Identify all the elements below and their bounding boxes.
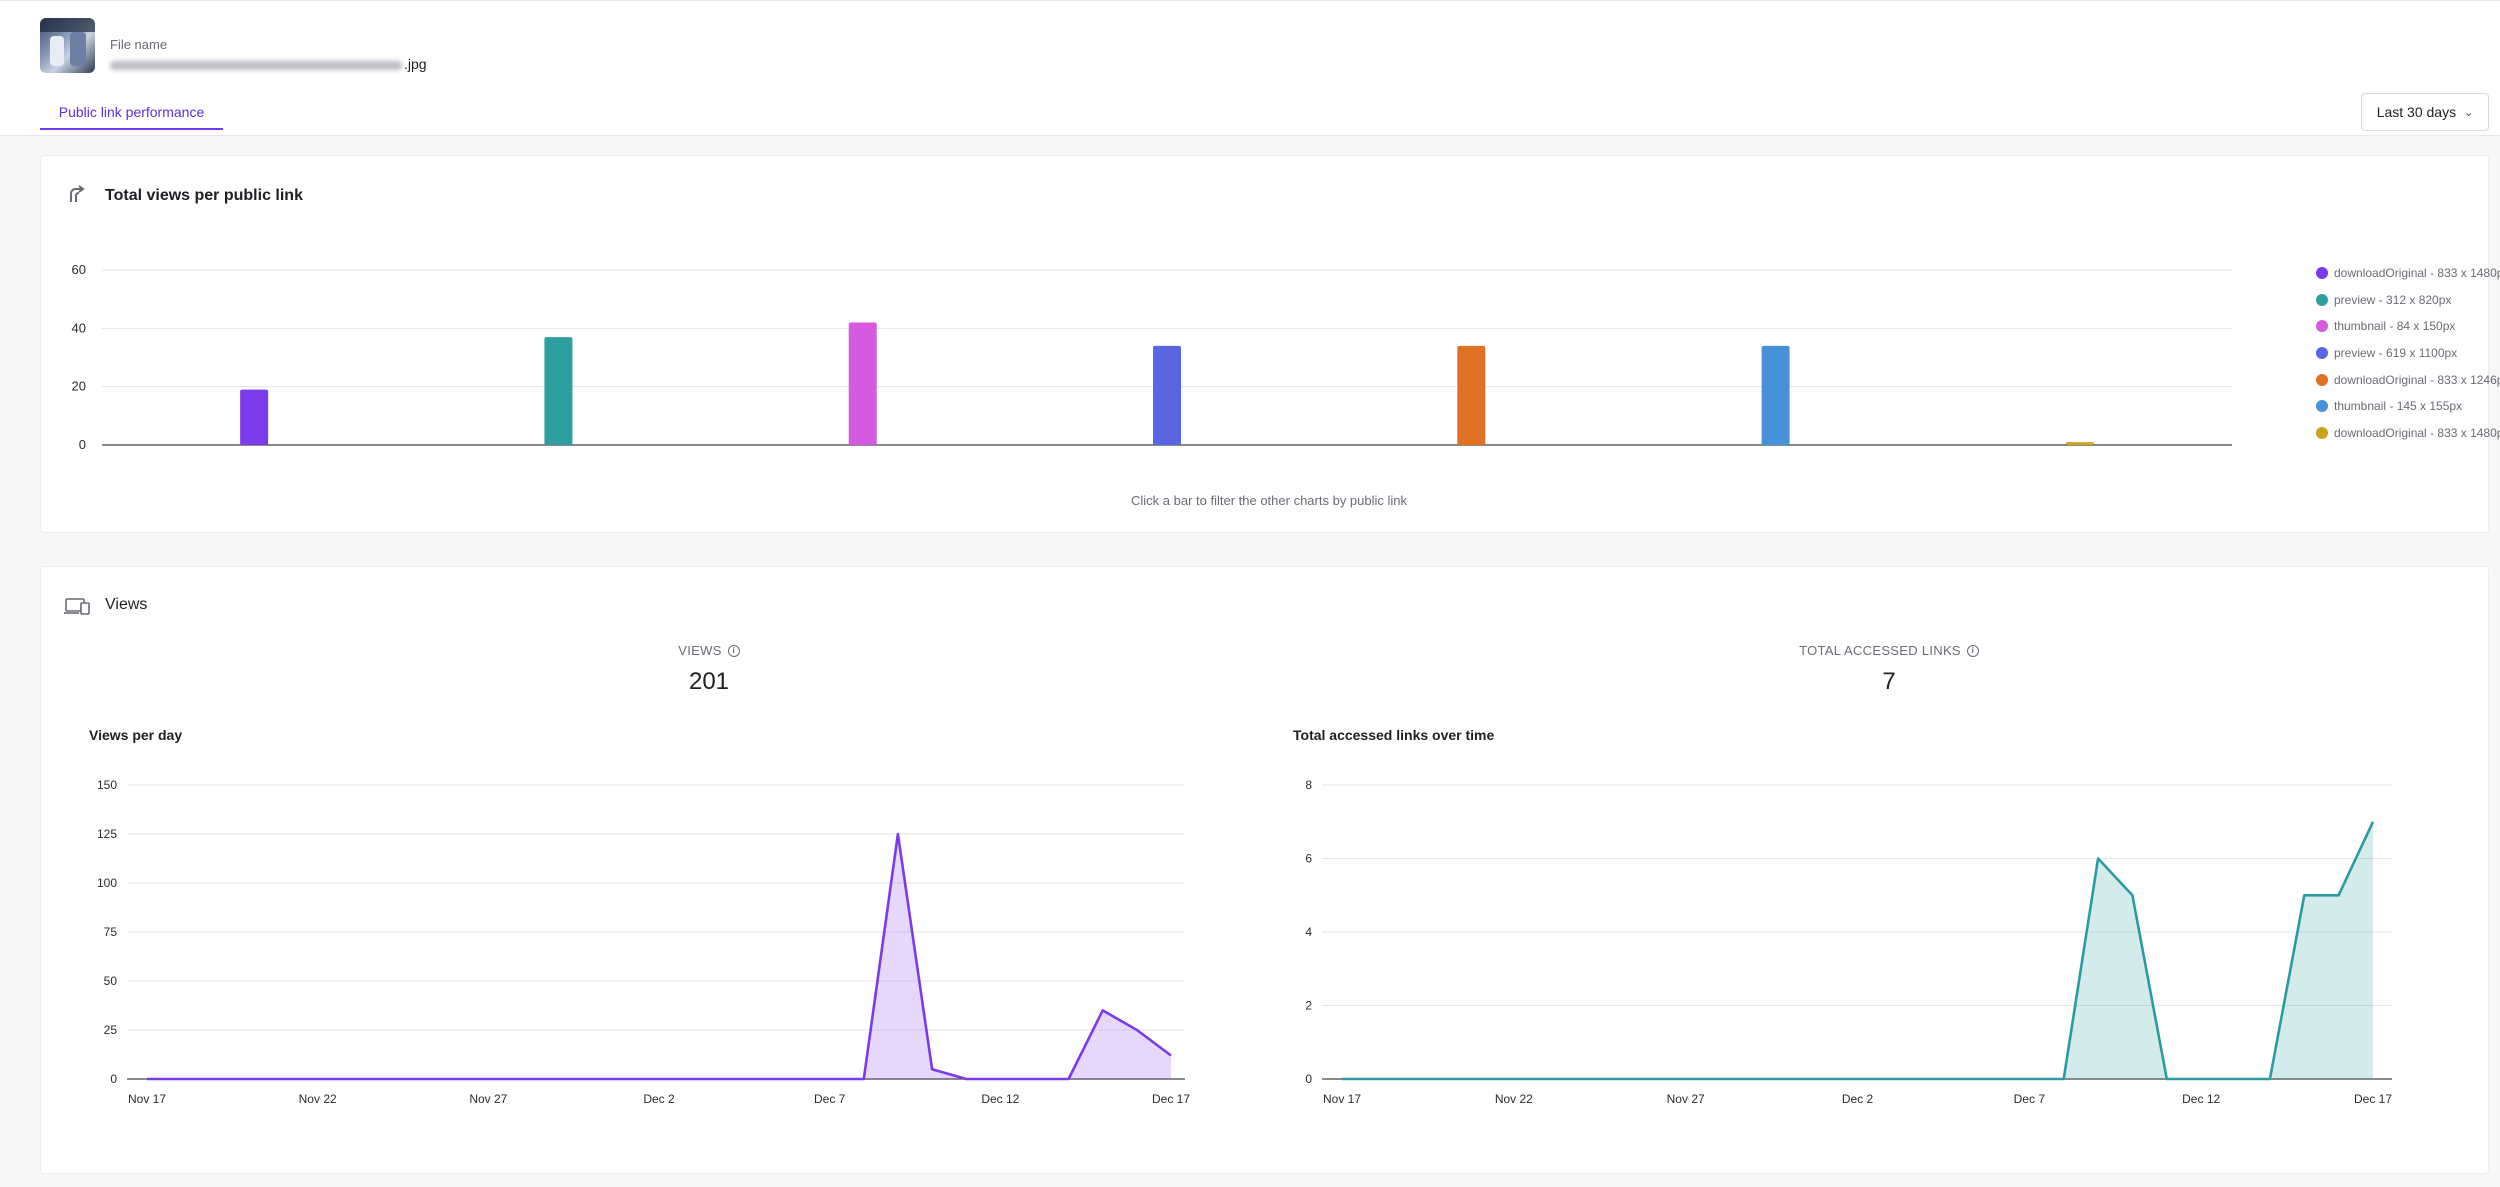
legend-label: thumbnail - 145 x 155px	[2334, 399, 2463, 414]
x-tick-label: Dec 17	[2354, 1092, 2392, 1106]
y-tick-label: 50	[104, 974, 118, 988]
y-tick-label: 6	[1305, 852, 1312, 866]
x-tick-label: Dec 12	[981, 1092, 1019, 1106]
kpi-views-label: VIEWS	[678, 643, 722, 658]
y-tick-label: 125	[97, 827, 117, 841]
kpi-views: VIEWS i 201	[599, 643, 819, 696]
legend-label: downloadOriginal - 833 x 1480px	[2334, 425, 2500, 440]
x-tick-label: Nov 22	[1495, 1092, 1533, 1106]
y-tick-label: 40	[72, 320, 86, 335]
y-tick-label: 60	[72, 262, 86, 277]
kpi-links-label: TOTAL ACCESSED LINKS	[1799, 643, 1961, 658]
legend-label: downloadOriginal - 833 x 1480px	[2334, 266, 2500, 281]
x-tick-label: Nov 27	[469, 1092, 507, 1106]
legend-swatch	[2316, 267, 2328, 280]
file-thumbnail	[40, 18, 95, 73]
legend-label: preview - 619 x 1100px	[2334, 346, 2458, 361]
y-tick-label: 0	[1305, 1072, 1312, 1086]
x-tick-label: Dec 7	[814, 1092, 846, 1106]
info-icon[interactable]: i	[727, 644, 740, 657]
y-tick-label: 20	[72, 379, 86, 394]
x-tick-label: Nov 22	[299, 1092, 337, 1106]
views-per-link-title: Total views per public link	[105, 187, 303, 204]
y-tick-label: 0	[110, 1072, 117, 1086]
file-name-value: .jpg	[110, 56, 427, 72]
x-tick-label: Nov 27	[1667, 1092, 1705, 1106]
kpi-links-value: 7	[1882, 668, 1896, 695]
legend-item[interactable]: preview - 619 x 1100px	[2316, 340, 2500, 367]
legend-label: downloadOriginal - 833 x 1246px	[2334, 372, 2500, 387]
share-arrow-icon	[70, 185, 85, 202]
y-tick-label: 8	[1305, 778, 1312, 792]
bar[interactable]	[1457, 345, 1486, 445]
y-tick-label: 4	[1305, 925, 1312, 939]
links-over-time-title: Total accessed links over time	[1293, 727, 1495, 743]
bar[interactable]	[1761, 345, 1790, 445]
devices-icon	[64, 598, 90, 615]
legend-item[interactable]: downloadOriginal - 833 x 1480px	[2316, 420, 2500, 447]
y-tick-label: 0	[79, 437, 86, 452]
legend-label: preview - 312 x 820px	[2334, 292, 2452, 307]
date-range-label: Last 30 days	[2376, 104, 2457, 120]
series-line	[147, 832, 1172, 1081]
series-line	[1342, 821, 2375, 1081]
file-extension: .jpg	[404, 56, 427, 72]
views-per-link-card: Total views per public link Click a bar …	[40, 155, 2500, 533]
bar[interactable]	[240, 389, 269, 445]
y-tick-label: 100	[97, 876, 117, 890]
x-tick-label: Nov 17	[1323, 1092, 1361, 1106]
bar[interactable]	[544, 337, 573, 445]
x-tick-label: Dec 2	[1842, 1092, 1874, 1106]
legend-item[interactable]: preview - 312 x 820px	[2316, 287, 2500, 314]
kpi-total-links: TOTAL ACCESSED LINKS i 7	[1739, 643, 2039, 696]
series-area	[147, 834, 1171, 1079]
bar-legend: downloadOriginal - 833 x 1480px preview -…	[2316, 260, 2500, 446]
series-area	[1342, 821, 2373, 1079]
views-card: Views VIEWS i 201 TOTAL ACCESSED LINKS i 7…	[40, 566, 2489, 1174]
chevron-down-icon: ⌄	[2464, 106, 2474, 119]
x-tick-label: Nov 17	[128, 1092, 166, 1106]
redacted-file-name	[110, 60, 402, 70]
legend-swatch	[2316, 293, 2328, 306]
legend-item[interactable]: thumbnail - 145 x 155px	[2316, 393, 2500, 420]
legend-swatch	[2316, 400, 2328, 413]
kpi-views-value: 201	[688, 668, 730, 695]
file-name-label: File name	[110, 37, 168, 52]
x-tick-label: Dec 2	[643, 1092, 675, 1106]
legend-item[interactable]: downloadOriginal - 833 x 1246px	[2316, 366, 2500, 393]
views-section-title: Views	[105, 596, 148, 613]
legend-swatch	[2316, 347, 2328, 360]
y-tick-label: 2	[1305, 999, 1312, 1013]
bar[interactable]	[2065, 442, 2094, 445]
legend-item[interactable]: thumbnail - 84 x 150px	[2316, 313, 2500, 340]
x-tick-label: Dec 12	[2182, 1092, 2220, 1106]
y-tick-label: 75	[104, 925, 118, 939]
x-tick-label: Dec 7	[2014, 1092, 2046, 1106]
date-range-select[interactable]: Last 30 days ⌄	[2361, 93, 2489, 131]
y-tick-label: 25	[104, 1023, 118, 1037]
y-tick-label: 150	[97, 778, 117, 792]
legend-swatch	[2316, 373, 2328, 386]
legend-swatch	[2316, 426, 2328, 439]
tab-public-link-performance[interactable]: Public link performance	[40, 104, 223, 130]
views-per-day-title: Views per day	[89, 727, 183, 743]
info-icon[interactable]: i	[1966, 644, 1979, 657]
legend-item[interactable]: downloadOriginal - 833 x 1480px	[2316, 260, 2500, 287]
x-tick-label: Dec 17	[1152, 1092, 1190, 1106]
legend-swatch	[2316, 320, 2328, 333]
legend-label: thumbnail - 84 x 150px	[2334, 319, 2456, 334]
top-bar: File name .jpg Public link performance L…	[0, 0, 2500, 136]
chart-hint: Click a bar to filter the other charts b…	[1131, 493, 1408, 508]
bar[interactable]	[848, 322, 877, 446]
bar[interactable]	[1153, 345, 1181, 445]
